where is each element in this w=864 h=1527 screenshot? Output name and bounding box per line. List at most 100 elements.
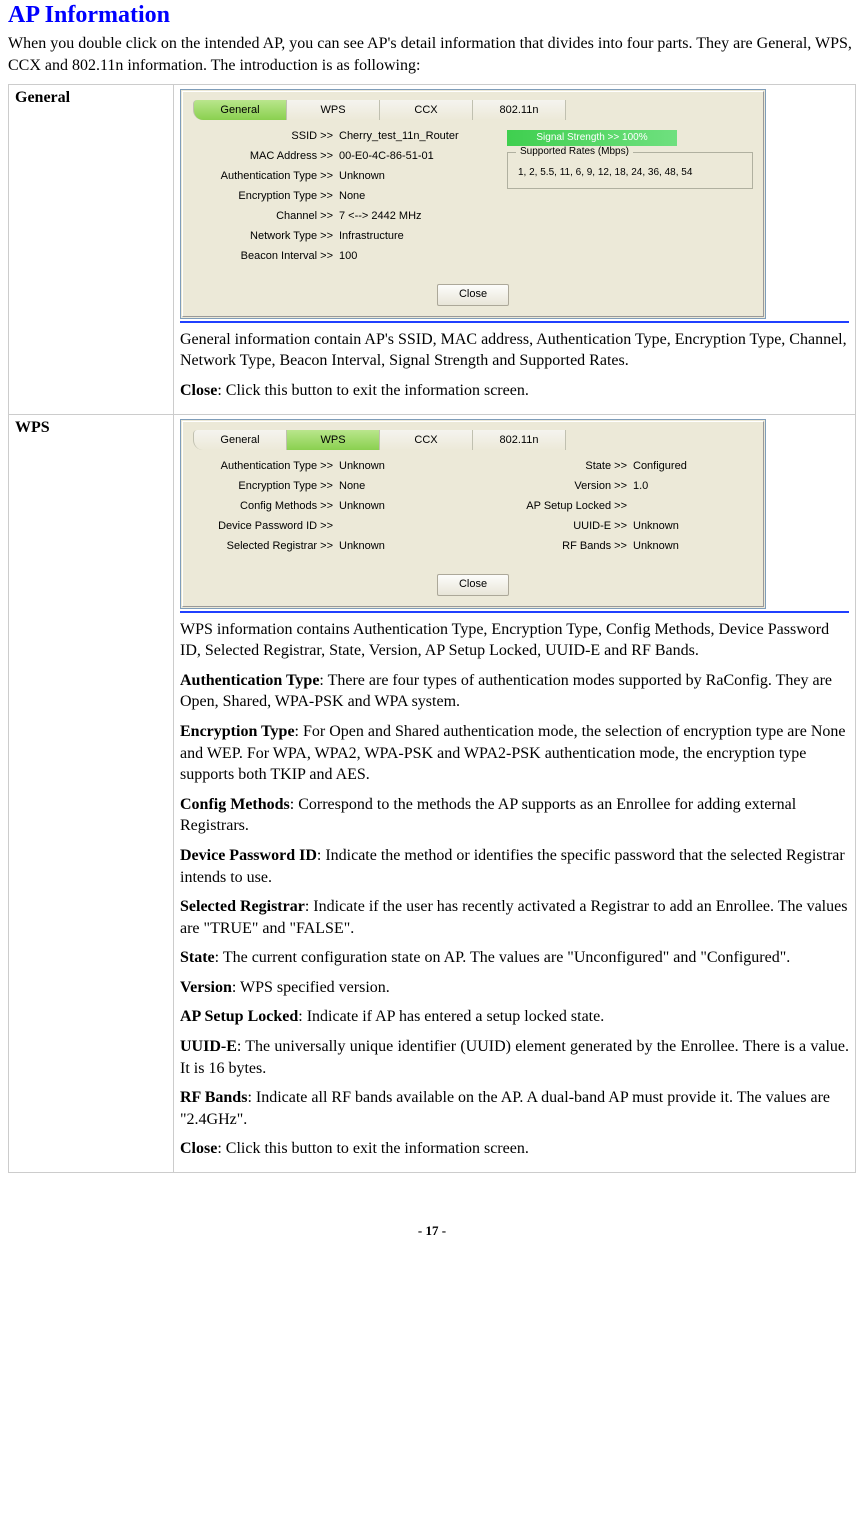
description-paragraph: Close: Click this button to exit the inf… [180,380,849,402]
kv-key: MAC Address >> [193,150,339,162]
description-paragraph: WPS information contains Authentication … [180,619,849,662]
kv-value: None [339,190,493,202]
kv-row: Authentication Type >>Unknown [193,460,473,472]
kv-key: Channel >> [193,210,339,222]
term-text: General information contain AP's SSID, M… [180,331,847,370]
intro-paragraph: When you double click on the intended AP… [8,33,856,78]
supported-rates-box: Supported Rates (Mbps) 1, 2, 5.5, 11, 6,… [507,152,753,189]
term-text: : WPS specified version. [232,979,390,996]
tab-wps[interactable]: WPS [287,100,380,120]
kv-value: Unknown [339,500,473,512]
description-paragraph: General information contain AP's SSID, M… [180,329,849,372]
description-paragraph: Version: WPS specified version. [180,977,849,999]
kv-key: Beacon Interval >> [193,250,339,262]
term-text: : Click this button to exit the informat… [217,382,529,399]
dialog-tabs: General WPS CCX 802.11n [193,430,753,450]
description-paragraph: UUID-E: The universally unique identifie… [180,1036,849,1079]
tab-80211n[interactable]: 802.11n [473,430,566,450]
kv-row: Authentication Type >>Unknown [193,170,493,182]
kv-row: Selected Registrar >>Unknown [193,540,473,552]
kv-key: Config Methods >> [193,500,339,512]
kv-key: Authentication Type >> [193,460,339,472]
dialog-divider [180,611,849,613]
description-paragraph: State: The current configuration state o… [180,947,849,969]
term: Encryption Type [180,723,295,740]
term: Close [180,382,217,399]
table-row: WPS General WPS CCX 802.11n Authenticati… [9,414,856,1172]
supported-rates-legend: Supported Rates (Mbps) [516,146,633,157]
description-paragraph: RF Bands: Indicate all RF bands availabl… [180,1087,849,1130]
wps-dialog: General WPS CCX 802.11n Authentication T… [180,419,766,609]
kv-row: Channel >>7 <--> 2442 MHz [193,210,493,222]
kv-value: Unknown [339,170,493,182]
kv-value: 00-E0-4C-86-51-01 [339,150,493,162]
term-text: : The current configuration state on AP.… [215,949,791,966]
kv-row: Encryption Type >>None [193,480,473,492]
kv-value: Cherry_test_11n_Router [339,130,493,142]
term: AP Setup Locked [180,1008,298,1025]
kv-row: Beacon Interval >>100 [193,250,493,262]
description-paragraph: Authentication Type: There are four type… [180,670,849,713]
term-text: WPS information contains Authentication … [180,621,829,660]
description-paragraph: Device Password ID: Indicate the method … [180,845,849,888]
kv-key: Authentication Type >> [193,170,339,182]
kv-key: SSID >> [193,130,339,142]
kv-row: RF Bands >>Unknown [487,540,753,552]
row-label-general: General [9,84,174,414]
row-label-wps: WPS [9,414,174,1172]
kv-value: None [339,480,473,492]
term: Version [180,979,232,996]
kv-value [339,520,473,532]
term: Authentication Type [180,672,319,689]
kv-row: SSID >>Cherry_test_11n_Router [193,130,493,142]
kv-value: Unknown [633,540,753,552]
row-content-general: General WPS CCX 802.11n SSID >>Cherry_te… [174,84,856,414]
term: Selected Registrar [180,898,305,915]
term: Device Password ID [180,847,317,864]
kv-value: Infrastructure [339,230,493,242]
kv-value: Unknown [633,520,753,532]
term: RF Bands [180,1089,247,1106]
kv-key: Version >> [487,480,633,492]
tab-general[interactable]: General [193,430,287,450]
kv-key: Device Password ID >> [193,520,339,532]
kv-key: Network Type >> [193,230,339,242]
kv-row: Device Password ID >> [193,520,473,532]
kv-key: Encryption Type >> [193,190,339,202]
kv-row: Config Methods >>Unknown [193,500,473,512]
kv-row: Encryption Type >>None [193,190,493,202]
page-title: AP Information [8,2,856,29]
kv-key: AP Setup Locked >> [487,500,633,512]
description-paragraph: Selected Registrar: Indicate if the user… [180,896,849,939]
description-paragraph: AP Setup Locked: Indicate if AP has ente… [180,1006,849,1028]
tab-ccx[interactable]: CCX [380,430,473,450]
kv-row: AP Setup Locked >> [487,500,753,512]
term-text: : Indicate all RF bands available on the… [180,1089,830,1128]
kv-row: State >>Configured [487,460,753,472]
kv-row: Version >>1.0 [487,480,753,492]
term-text: : Click this button to exit the informat… [217,1140,529,1157]
close-button[interactable]: Close [437,574,509,596]
kv-key: Selected Registrar >> [193,540,339,552]
kv-row: Network Type >>Infrastructure [193,230,493,242]
kv-value: 100 [339,250,493,262]
kv-key: RF Bands >> [487,540,633,552]
dialog-tabs: General WPS CCX 802.11n [193,100,753,120]
info-table: General General WPS CCX 802.11n SSID >>C… [8,84,856,1173]
dialog-divider [180,321,849,323]
tab-80211n[interactable]: 802.11n [473,100,566,120]
kv-value: 7 <--> 2442 MHz [339,210,493,222]
general-dialog: General WPS CCX 802.11n SSID >>Cherry_te… [180,89,766,319]
tab-wps[interactable]: WPS [287,430,380,450]
term: UUID-E [180,1038,237,1055]
term-text: : The universally unique identifier (UUI… [180,1038,849,1077]
kv-key: Encryption Type >> [193,480,339,492]
close-button[interactable]: Close [437,284,509,306]
tab-ccx[interactable]: CCX [380,100,473,120]
kv-row: UUID-E >>Unknown [487,520,753,532]
term-text: : Indicate if AP has entered a setup loc… [298,1008,604,1025]
tab-general[interactable]: General [193,100,287,120]
kv-value: 1.0 [633,480,753,492]
description-paragraph: Encryption Type: For Open and Shared aut… [180,721,849,786]
description-paragraph: Config Methods: Correspond to the method… [180,794,849,837]
